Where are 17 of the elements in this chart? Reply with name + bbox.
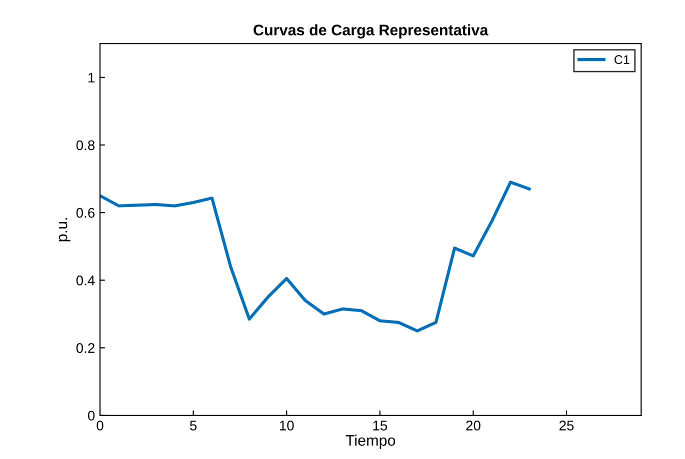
x-tick-label: 15: [373, 420, 388, 430]
x-tick-label: 20: [466, 420, 480, 430]
y-tick-label: 1: [88, 72, 94, 82]
chart-title: Curvas de Carga Representativa: [254, 24, 488, 39]
y-tick-label: 0.2: [76, 343, 94, 353]
y-tick-label: 0.4: [76, 276, 95, 286]
line-series: [100, 180, 531, 332]
x-tick-label: 0: [96, 420, 104, 430]
x-axis-title: Tiempo: [346, 434, 396, 449]
x-tick-label: 25: [559, 420, 574, 430]
x-tick-label: 10: [280, 420, 294, 430]
y-tick-label: 0.6: [76, 208, 95, 218]
y-axis-title: p.u.: [58, 218, 70, 242]
y-tick-label: 0: [88, 410, 95, 421]
legend-label: C1: [614, 55, 630, 64]
x-tick-label: 5: [190, 420, 197, 430]
y-tick-label: 0.8: [76, 140, 95, 150]
